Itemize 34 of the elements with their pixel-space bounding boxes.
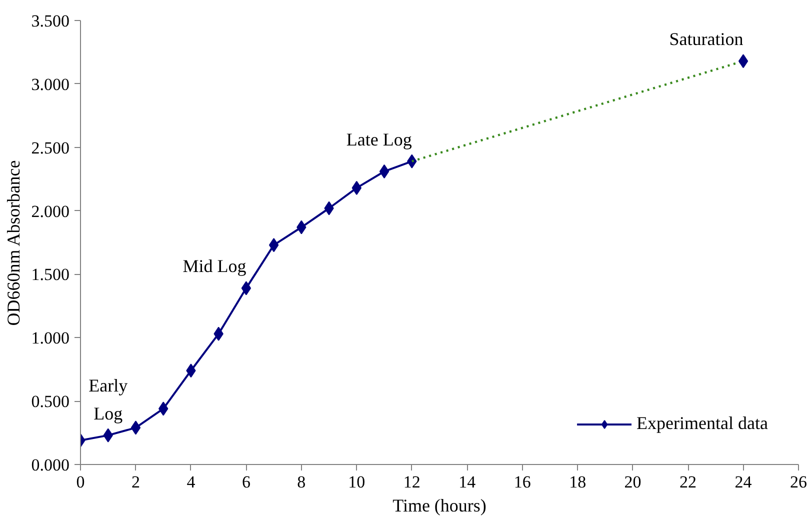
y-axis-title: OD660nm Absorbance — [3, 160, 24, 326]
x-tick-label: 16 — [514, 472, 531, 492]
point — [241, 281, 252, 296]
y-tick-label: 1.000 — [31, 328, 70, 348]
x-tick-label: 24 — [734, 472, 752, 492]
y-tick-label: 0.000 — [31, 456, 70, 474]
annotation: Mid Log — [182, 256, 246, 276]
annotation: Late Log — [346, 129, 412, 150]
x-tick-label: 18 — [569, 472, 586, 492]
annotation: Early Log — [88, 375, 128, 424]
y-tick-label: 3.000 — [31, 74, 70, 94]
x-tick-label: 20 — [624, 472, 642, 492]
y-tick-label: 3.500 — [31, 12, 70, 30]
x-tick-label: 0 — [76, 472, 85, 492]
y-tick-label: 2.000 — [31, 202, 70, 221]
x-tick-label: 12 — [403, 472, 420, 492]
x-axis-title: Time (hours) — [392, 496, 486, 516]
point — [379, 164, 390, 178]
x-tick-label: 14 — [458, 472, 476, 492]
point — [268, 238, 279, 252]
x-tick-label: 6 — [242, 472, 250, 492]
x-tick-label: 2 — [131, 472, 140, 492]
y-tick-label: 2.500 — [31, 138, 70, 158]
legend-label: Experimental data — [636, 413, 768, 434]
x-tick-label: 10 — [348, 472, 366, 492]
point — [130, 420, 141, 435]
x-tick-label: 4 — [186, 472, 196, 492]
y-tick-label: 0.500 — [31, 392, 70, 412]
point — [738, 54, 748, 68]
x-tick-label: 22 — [680, 472, 697, 492]
annotation: Saturation — [669, 29, 744, 50]
x-tick-label: 8 — [297, 472, 306, 492]
y-tick-label: 1.500 — [31, 265, 70, 284]
x-tick-label: 26 — [790, 472, 807, 492]
